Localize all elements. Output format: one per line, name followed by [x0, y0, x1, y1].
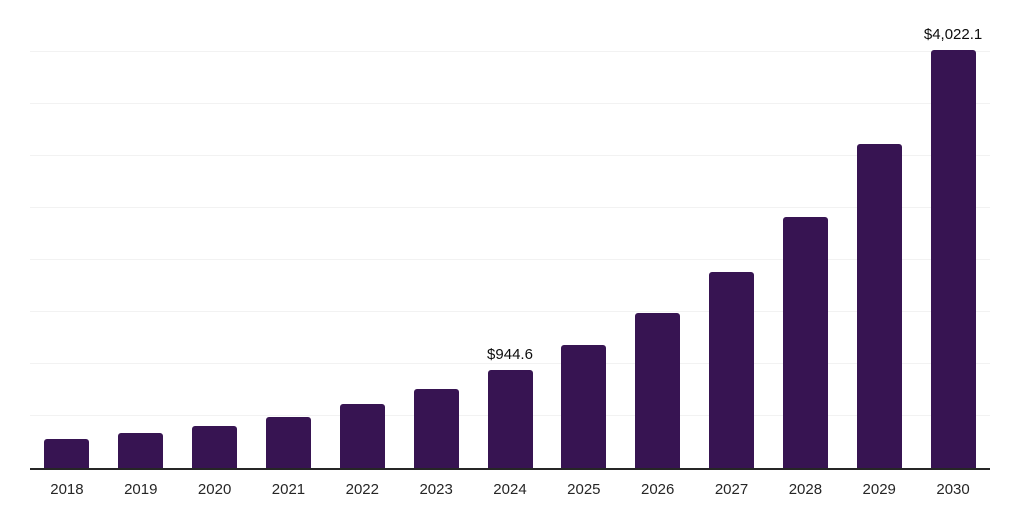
gridline-2500 [30, 207, 990, 208]
bar-value-label-2030: $4,022.1 [923, 25, 983, 43]
bar-2020 [192, 426, 238, 468]
bar-2026 [635, 313, 681, 468]
x-tick-label-2022: 2022 [345, 481, 379, 498]
bar-2030 [930, 49, 976, 468]
bar-2021 [265, 416, 311, 468]
gridline-1000 [30, 363, 990, 364]
x-tick-label-2025: 2025 [567, 481, 601, 498]
bar-2024 [487, 369, 533, 468]
bar-2018 [44, 438, 90, 468]
x-tick-label-2027: 2027 [714, 481, 749, 498]
gridline-3000 [30, 155, 990, 156]
x-tick-label-2028: 2028 [788, 481, 823, 498]
plot-area: $944.6 $4,022.1 [30, 0, 990, 470]
gridline-4000 [30, 51, 990, 52]
bar-2025 [561, 345, 607, 468]
bar-2027 [709, 272, 755, 468]
x-axis-line [30, 468, 990, 470]
gridline-1500 [30, 311, 990, 312]
x-axis-labels: 2018 2019 2020 2021 2022 2023 2024 2025 2026 2027… [30, 481, 990, 505]
gridline-3500 [30, 103, 990, 104]
x-tick-label-2024: 2024 [493, 481, 527, 498]
bar-2029 [856, 144, 902, 468]
bar-value-label-2024: $944.6 [487, 345, 533, 363]
gridline-2000 [30, 259, 990, 260]
x-tick-label-2026: 2026 [641, 481, 675, 498]
x-tick-label-2018: 2018 [50, 481, 84, 498]
bar-2028 [782, 217, 828, 468]
x-tick-label-2030: 2030 [936, 481, 970, 498]
x-tick-label-2021: 2021 [271, 481, 306, 498]
bar-2019 [118, 433, 164, 468]
bar-2022 [339, 403, 385, 468]
x-tick-label-2020: 2020 [197, 481, 232, 498]
x-tick-label-2023: 2023 [419, 481, 453, 498]
x-tick-label-2029: 2029 [862, 481, 896, 498]
bar-2023 [413, 388, 459, 468]
x-tick-label-2019: 2019 [124, 481, 158, 498]
